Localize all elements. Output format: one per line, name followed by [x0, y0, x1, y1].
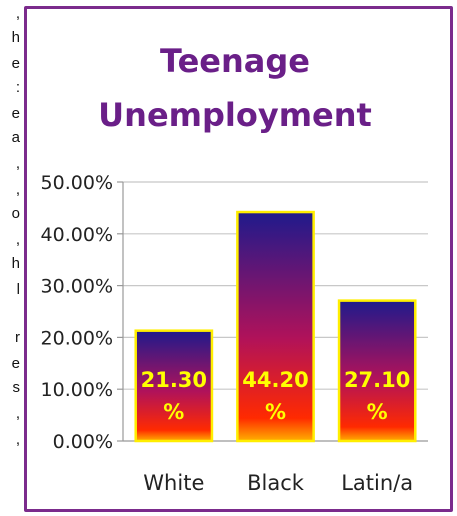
- cropped-text-glyph: ,: [15, 405, 20, 422]
- data-label: 27.10: [344, 368, 410, 392]
- y-tick-label: 50.00%: [41, 172, 113, 194]
- cropped-text-glyph: r: [15, 329, 20, 346]
- y-tick-label: 10.00%: [41, 379, 113, 401]
- data-label: 21.30: [141, 368, 207, 392]
- cropped-text-glyph: s: [12, 379, 21, 396]
- data-label: 44.20: [242, 368, 308, 392]
- bar: [134, 329, 214, 443]
- x-category-label: Black: [247, 471, 305, 495]
- bar: [337, 299, 417, 443]
- y-tick-label: 20.00%: [41, 327, 113, 349]
- cropped-text-glyph: ,: [15, 231, 20, 248]
- data-label-unit: %: [265, 400, 286, 424]
- x-category-label: Latin/a: [341, 471, 413, 495]
- data-label-unit: %: [367, 400, 388, 424]
- cropped-text-glyph: h: [11, 29, 20, 46]
- bar: [236, 210, 315, 443]
- cropped-text-glyph: ,: [15, 155, 20, 172]
- cropped-text-glyph: e: [11, 105, 20, 122]
- data-label-unit: %: [163, 400, 184, 424]
- cropped-text-glyph: o: [11, 205, 20, 222]
- cropped-text-glyph: ,: [15, 181, 20, 198]
- cropped-text-glyph: ,: [15, 5, 20, 22]
- y-tick-label: 40.00%: [41, 224, 113, 246]
- chart-title-line-2: Unemployment: [98, 96, 372, 134]
- cropped-text-glyph: a: [11, 129, 20, 146]
- y-tick-label: 30.00%: [41, 276, 113, 298]
- cropped-text-glyph: h: [11, 255, 20, 272]
- cropped-text-glyph: ,: [15, 431, 20, 448]
- cropped-text-glyph: :: [15, 79, 20, 96]
- x-category-label: White: [143, 471, 204, 495]
- cropped-text-glyph: e: [11, 355, 20, 372]
- cropped-text-glyph: e: [11, 55, 20, 72]
- y-tick-label: 0.00%: [53, 431, 113, 453]
- cropped-text-glyph: l: [16, 281, 20, 298]
- chart-title-line-1: Teenage: [160, 42, 310, 80]
